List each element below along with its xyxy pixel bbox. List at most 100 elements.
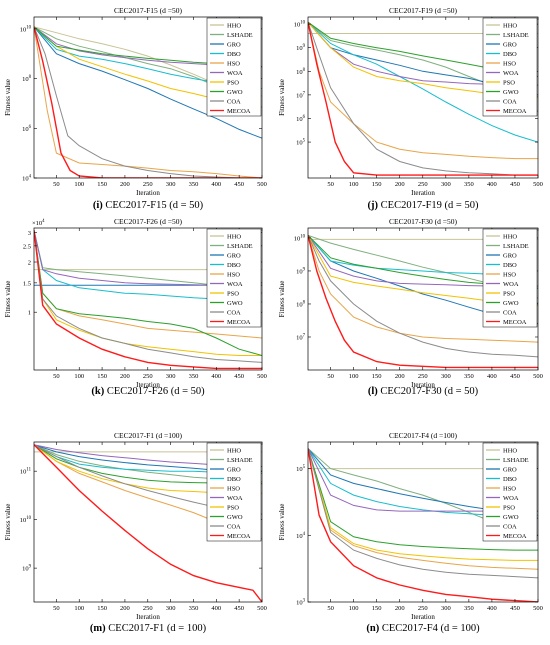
y-tick-label: 1010	[20, 25, 32, 33]
chart-title: CEC2017-F19 (d =50)	[389, 6, 457, 15]
legend-entry-gro: GRO	[503, 466, 517, 473]
x-tick-label: 400	[211, 181, 221, 188]
y-axis-label: Fitness value	[278, 79, 286, 116]
legend-entry-hho: HHO	[503, 22, 517, 29]
x-tick-label: 400	[211, 605, 221, 612]
legend-entry-dbo: DBO	[503, 476, 517, 483]
legend-entry-hho: HHO	[227, 22, 241, 29]
legend-entry-hso: HSO	[503, 271, 516, 278]
series-line-coa	[34, 230, 262, 363]
chart-panel-6: CEC2017-F4 (d =100) 50 100 150 200 250 300 350 4…	[278, 431, 543, 634]
series-line-mecoa	[308, 22, 538, 176]
x-tick-label: 350	[464, 181, 474, 188]
y-tick-label: 1.5	[23, 280, 31, 287]
series-line-coa	[308, 235, 538, 358]
chart-title: CEC2017-F15 (d =50)	[114, 6, 182, 15]
legend-entry-hho: HHO	[227, 233, 241, 240]
legend-entry-mecoa: MECOA	[227, 108, 251, 115]
series-line-mecoa	[308, 448, 538, 602]
y-tick-label: 1	[28, 310, 31, 317]
y-tick-label: 105	[296, 465, 306, 473]
chart-title: CEC2017-F26 (d =50)	[114, 217, 182, 226]
legend: HHO LSHADE GRO DBO HSO WOA PSO GWO COA MECOA	[206, 442, 262, 542]
legend-entry-gro: GRO	[503, 41, 517, 48]
x-tick-label: 250	[418, 605, 428, 612]
y-exponent-label: ×104	[32, 219, 45, 227]
x-tick-label: 150	[97, 605, 107, 612]
x-tick-label: 150	[372, 605, 382, 612]
x-tick-label: 300	[441, 605, 451, 612]
x-tick-label: 150	[97, 181, 107, 188]
y-tick-label: 109	[22, 565, 32, 573]
x-tick-label: 450	[234, 373, 244, 380]
x-tick-label: 350	[189, 605, 199, 612]
y-axis-label: Fitness value	[4, 504, 12, 541]
legend-entry-gro: GRO	[503, 252, 517, 259]
legend-entry-dbo: DBO	[227, 262, 241, 269]
legend-entry-gro: GRO	[227, 252, 241, 259]
legend-entry-hso: HSO	[227, 485, 240, 492]
x-tick-label: 250	[418, 181, 428, 188]
panel-caption: (n) CEC2017-F4 (d = 100)	[366, 623, 480, 634]
y-tick-label: 2.5	[23, 243, 31, 250]
legend-entry-lshade: LSHADE	[227, 243, 253, 250]
y-tick-label: 1010	[294, 234, 306, 242]
legend-entry-dbo: DBO	[227, 476, 241, 483]
chart-panel-3: CEC2017-F26 (d =50) 50 100 150 200 250 300 350 4…	[4, 217, 267, 397]
x-tick-label: 300	[166, 605, 176, 612]
legend-entry-woa: WOA	[227, 70, 243, 77]
series-line-hso	[34, 26, 262, 178]
x-tick-label: 450	[510, 373, 520, 380]
legend-entry-coa: COA	[503, 309, 517, 316]
chart-panel-2: CEC2017-F19 (d =50) 50 100 150 200 250 300 350 4…	[278, 6, 543, 211]
series-line-coa	[308, 448, 538, 579]
x-tick-label: 500	[533, 373, 543, 380]
x-tick-label: 200	[120, 181, 130, 188]
legend-entry-coa: COA	[227, 309, 241, 316]
series-line-mecoa	[34, 230, 262, 370]
legend-entry-dbo: DBO	[503, 262, 517, 269]
x-tick-label: 100	[349, 373, 359, 380]
legend-entry-mecoa: MECOA	[227, 533, 251, 540]
panel-caption: (m) CEC2017-F1 (d = 100)	[90, 623, 207, 634]
series-line-gwo	[34, 230, 262, 356]
legend-entry-gwo: GWO	[503, 514, 519, 521]
series-line-hso	[308, 448, 538, 570]
panel-caption: (k) CEC2017-F26 (d = 50)	[91, 386, 205, 397]
x-axis-label: Iteration	[411, 381, 435, 389]
chart-panel-4: CEC2017-F30 (d =50) 50 100 150 200 250 300 350 4…	[278, 217, 543, 397]
x-tick-label: 300	[441, 181, 451, 188]
x-tick-label: 200	[395, 605, 405, 612]
y-tick-label: 104	[296, 532, 306, 540]
legend-entry-mecoa: MECOA	[503, 108, 527, 115]
series-line-coa	[308, 22, 538, 176]
legend-entry-pso: PSO	[227, 290, 239, 297]
legend-entry-hho: HHO	[503, 447, 517, 454]
legend-entry-woa: WOA	[227, 495, 243, 502]
x-tick-label: 200	[395, 181, 405, 188]
x-axis-label: Iteration	[136, 613, 160, 621]
x-tick-label: 50	[327, 605, 334, 612]
x-axis-label: Iteration	[136, 189, 160, 197]
legend-entry-lshade: LSHADE	[227, 32, 253, 39]
series-line-gro	[34, 26, 262, 139]
legend-entry-pso: PSO	[503, 504, 515, 511]
y-tick-label: 108	[22, 75, 32, 83]
series-line-hso	[308, 235, 538, 343]
legend-entry-gwo: GWO	[503, 300, 519, 307]
x-tick-label: 300	[166, 373, 176, 380]
x-tick-label: 350	[464, 605, 474, 612]
series-line-pso	[308, 448, 538, 561]
x-tick-label: 400	[487, 181, 497, 188]
panel-caption: (j) CEC2017-F19 (d = 50)	[368, 200, 479, 211]
x-tick-label: 300	[166, 181, 176, 188]
x-axis-label: Iteration	[411, 189, 435, 197]
x-tick-label: 200	[120, 373, 130, 380]
series-line-hso	[308, 22, 538, 160]
x-tick-label: 100	[74, 181, 84, 188]
x-tick-label: 150	[372, 373, 382, 380]
x-tick-label: 350	[464, 373, 474, 380]
y-tick-label: 107	[296, 91, 306, 99]
legend-entry-hho: HHO	[503, 233, 517, 240]
x-tick-label: 250	[143, 605, 153, 612]
